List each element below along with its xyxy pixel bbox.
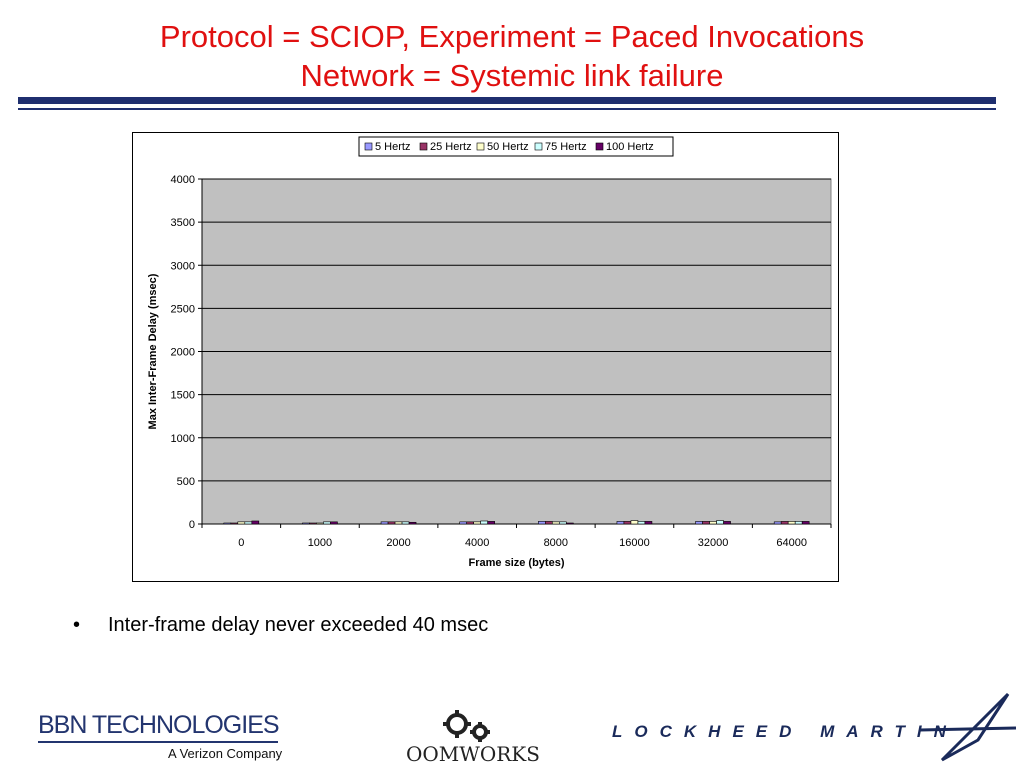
bar: [566, 522, 574, 525]
y-tick-label: 4000: [171, 174, 195, 186]
bar: [723, 521, 731, 525]
bbn-logo: BBN TECHNOLOGIES A Verizon Company: [38, 712, 282, 761]
legend-swatch: [534, 142, 543, 151]
bar: [387, 521, 396, 525]
bar: [316, 522, 324, 525]
y-tick-label: 0: [189, 519, 195, 531]
bullet-marker: •: [73, 614, 81, 636]
x-tick-label: 16000: [619, 537, 650, 549]
bar: [716, 520, 724, 525]
bar: [480, 520, 488, 525]
slide-title-line-2: Network = Systemic link failure: [300, 58, 724, 93]
bar: [702, 521, 710, 525]
y-tick-label: 3000: [171, 260, 195, 272]
legend-label: 50 Hertz: [487, 141, 529, 153]
bar: [773, 521, 782, 525]
star-icon: [920, 692, 1017, 762]
legend-swatch: [595, 142, 604, 151]
y-tick-label: 2500: [171, 303, 195, 315]
bar: [244, 521, 253, 525]
x-tick-label: 0: [238, 537, 244, 549]
y-tick-label: 1500: [171, 390, 195, 402]
bar: [223, 522, 232, 525]
x-tick-label: 32000: [698, 537, 729, 549]
bbn-logo-rule: [38, 741, 278, 743]
bar: [559, 521, 567, 525]
bar: [630, 520, 639, 525]
bullet-text: Inter-frame delay never exceeded 40 msec: [108, 614, 489, 636]
bar: [623, 521, 632, 525]
header-rule-thin: [18, 108, 996, 110]
bar: [552, 521, 560, 525]
bar: [230, 522, 239, 525]
x-axis-label: Frame size (bytes): [469, 557, 565, 569]
x-tick-label: 1000: [308, 537, 332, 549]
bar: [787, 521, 796, 525]
legend-swatch: [419, 142, 428, 151]
x-tick-label: 64000: [776, 537, 807, 549]
bar: [794, 521, 803, 525]
legend-swatch: [476, 142, 485, 151]
bar: [323, 521, 331, 525]
bbn-logo-name: BBN TECHNOLOGIES: [38, 711, 280, 739]
bar: [408, 521, 417, 525]
x-tick-label: 2000: [386, 537, 410, 549]
bar: [780, 521, 789, 525]
bar: [487, 521, 495, 525]
legend-label: 25 Hertz: [430, 141, 472, 153]
oomworks-name: OOMWORKS: [406, 742, 540, 766]
legend-label: 100 Hertz: [606, 141, 654, 153]
x-tick-label: 8000: [544, 537, 568, 549]
bar: [380, 521, 389, 525]
chart-frame: 0 500 1000 1500 2000 2500 3000 3500 4000 0 1000 200…: [132, 132, 839, 582]
bar: [709, 521, 717, 525]
bar-chart: 0 500 1000 1500 2000 2500 3000 3500 4000 0 1000 200…: [147, 136, 832, 569]
bar: [459, 521, 467, 525]
bar: [309, 522, 317, 525]
x-tick-label: 4000: [465, 537, 489, 549]
header-rule-thick: [18, 97, 996, 104]
bar: [616, 521, 625, 525]
slide-title-line-1: Protocol = SCIOP, Experiment = Paced Inv…: [159, 19, 865, 54]
y-tick-label: 3500: [171, 217, 195, 229]
bar: [695, 521, 703, 525]
bar: [473, 521, 481, 525]
bar: [237, 521, 246, 525]
legend-label: 5 Hertz: [375, 141, 410, 153]
bar: [644, 521, 653, 525]
y-axis-label: Max Inter-Frame Delay (msec): [147, 273, 159, 429]
bar: [538, 521, 546, 525]
bar: [401, 521, 410, 525]
bar: [251, 520, 260, 525]
legend-box: [358, 136, 674, 157]
bar: [394, 521, 403, 525]
bar: [637, 521, 646, 525]
legend-label: 75 Hertz: [545, 141, 587, 153]
bar: [466, 521, 474, 525]
bar: [330, 521, 338, 525]
y-tick-label: 1000: [171, 433, 195, 445]
lockheed-martin-name: LOCKHEED MARTIN: [612, 722, 958, 741]
y-tick-label: 500: [177, 476, 195, 488]
bbn-logo-subtitle: A Verizon Company: [168, 746, 283, 761]
bar: [801, 521, 810, 525]
bar: [302, 522, 310, 525]
legend-swatch: [364, 142, 373, 151]
y-tick-label: 2000: [171, 347, 195, 359]
gears-icon: [443, 710, 490, 742]
bar: [545, 521, 553, 525]
